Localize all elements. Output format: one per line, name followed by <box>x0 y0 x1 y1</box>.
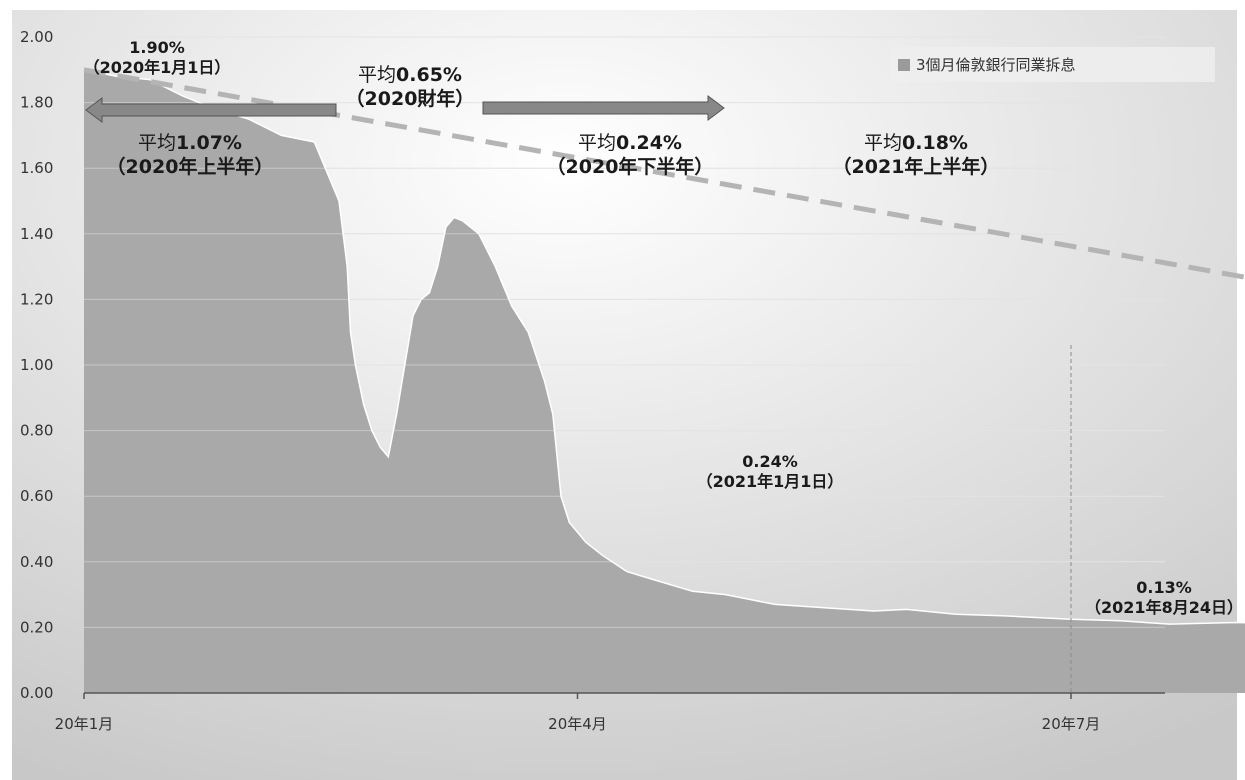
y-tick-label: 1.20 <box>20 290 53 308</box>
legend-label: 3個月倫敦銀行同業拆息 <box>916 56 1076 74</box>
y-tick-label: 2.00 <box>20 28 53 46</box>
y-tick-label: 0.60 <box>20 487 53 505</box>
x-tick-label: 20年4月 <box>548 715 607 733</box>
h2-avg-label: 平均 <box>578 132 617 154</box>
end-value: 0.13% <box>1136 578 1192 597</box>
fy-avg-label: 平均 <box>358 64 397 86</box>
h1-2020-average-annotation: 平均1.07% （2020年上半年） <box>100 132 280 180</box>
area-series <box>84 69 1245 693</box>
y-tick-label: 1.60 <box>20 159 53 177</box>
fy-period: （2020財年） <box>345 87 475 110</box>
h1-avg-label: 平均 <box>138 132 177 154</box>
end-annotation: 0.13% （2021年8月24日） <box>1085 578 1243 618</box>
h21-avg-label: 平均 <box>864 132 903 154</box>
y-tick-label: 0.40 <box>20 553 53 571</box>
x-tick-label: 20年1月 <box>55 715 114 733</box>
start-value: 1.90% <box>129 38 185 57</box>
start-date: （2020年1月1日） <box>83 58 231 77</box>
mid-value: 0.24% <box>742 452 798 471</box>
mid-annotation: 0.24% （2021年1月1日） <box>690 452 850 492</box>
h21-avg-value: 0.18% <box>902 132 968 154</box>
legend: 3個月倫敦銀行同業拆息 <box>890 47 1215 82</box>
y-tick-label: 1.00 <box>20 356 53 374</box>
y-tick-label: 0.80 <box>20 422 53 440</box>
h1-avg-value: 1.07% <box>176 132 242 154</box>
fy-arrow-right <box>482 95 725 121</box>
y-tick-label: 0.20 <box>20 618 53 636</box>
area-series-edge <box>83 69 1245 625</box>
x-tick-label: 20年7月 <box>1042 715 1101 733</box>
h1-2021-average-annotation: 平均0.18% （2021年上半年） <box>826 132 1006 180</box>
y-tick-label: 1.80 <box>20 94 53 112</box>
y-tick-label: 1.40 <box>20 225 53 243</box>
h1-period: （2020年上半年） <box>106 155 274 178</box>
h2-avg-value: 0.24% <box>616 132 682 154</box>
start-annotation: 1.90% （2020年1月1日） <box>72 38 242 78</box>
end-date: （2021年8月24日） <box>1085 598 1243 617</box>
fy-average-annotation: 平均0.65% （2020財年） <box>330 64 490 112</box>
fy-avg-value: 0.65% <box>396 64 462 86</box>
h21-period: （2021年上半年） <box>832 155 1000 178</box>
h2-2020-average-annotation: 平均0.24% （2020年下半年） <box>540 132 720 180</box>
h2-period: （2020年下半年） <box>546 155 714 178</box>
fy-arrow-left <box>85 97 337 123</box>
mid-date: （2021年1月1日） <box>696 472 844 491</box>
y-tick-label: 0.00 <box>20 684 53 702</box>
legend-swatch <box>898 58 910 71</box>
trend-line <box>83 67 1245 280</box>
